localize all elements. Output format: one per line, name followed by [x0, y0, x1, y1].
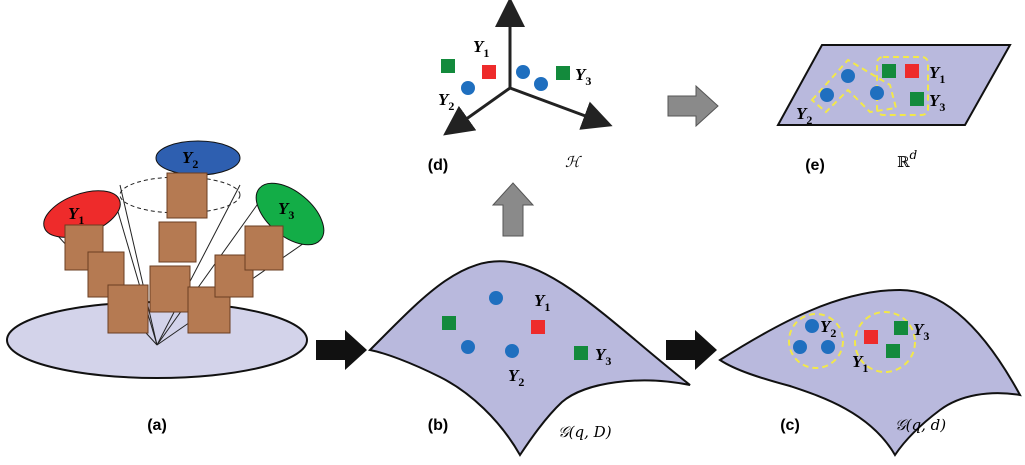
label-part: 3 — [288, 208, 294, 222]
caption: (e) — [805, 157, 825, 174]
point — [870, 86, 884, 100]
label-part: d — [909, 148, 917, 162]
point — [489, 291, 503, 305]
label-part: 1 — [78, 213, 84, 227]
label-part: 1 — [544, 300, 550, 314]
panel-b: Y1 Y2 Y3 𝒢(q, D) (b) — [367, 260, 691, 457]
point — [505, 344, 519, 358]
panel-e: Y1 Y2 Y3 ℝd (e) — [776, 44, 1012, 174]
label-part: Y — [796, 104, 808, 123]
label-part: Y — [68, 204, 80, 223]
label-part: Y — [820, 317, 832, 336]
label-part: Y — [438, 90, 450, 109]
manifold — [367, 260, 691, 457]
cluster-label: Y2 — [182, 148, 198, 171]
space-label: 𝒢(q, d) — [895, 416, 946, 434]
label-part: 3 — [939, 100, 945, 114]
panel-a: Y1 Y2 Y3 (a) — [6, 140, 325, 434]
label-part: Y — [575, 65, 587, 84]
cluster-label: Y2 — [820, 317, 836, 340]
label-part: Y — [929, 63, 941, 82]
cluster-label: Y2 — [438, 90, 454, 113]
base-plane — [6, 301, 308, 379]
point — [534, 77, 548, 91]
cluster-boundary — [788, 313, 844, 369]
point — [894, 321, 908, 335]
cluster-label: Y3 — [913, 320, 929, 343]
label-part: Y — [508, 366, 520, 385]
label-part: 1 — [939, 72, 945, 86]
label-part: 2 — [806, 113, 812, 127]
point — [531, 320, 545, 334]
cluster-boundary — [810, 58, 898, 114]
cluster-label: Y3 — [575, 65, 591, 88]
point — [461, 340, 475, 354]
face-images — [64, 172, 284, 334]
label-part: Y — [929, 91, 941, 110]
label-part: 1 — [483, 46, 489, 60]
space-label: ℋ — [565, 153, 582, 171]
cluster-label: Y2 — [796, 104, 812, 127]
panel-c: Y1 Y2 Y3 𝒢(q, d) (c) — [718, 288, 1022, 457]
space-label: 𝒢(q, D) — [558, 423, 612, 441]
manifold — [718, 288, 1022, 457]
point — [442, 316, 456, 330]
label-part: Y — [182, 148, 194, 167]
point — [820, 88, 834, 102]
cluster-label: Y1 — [852, 352, 868, 375]
point — [910, 92, 924, 106]
label-part: Y — [913, 320, 925, 339]
label-part: Y — [595, 345, 607, 364]
cluster-label: Y3 — [929, 91, 945, 114]
point — [821, 340, 835, 354]
label-part: ℝ — [897, 153, 910, 171]
label-part: 3 — [923, 329, 929, 343]
caption: (a) — [147, 417, 167, 434]
cluster-label: Y3 — [278, 199, 294, 222]
point — [441, 59, 455, 73]
plane — [776, 44, 1012, 126]
point — [886, 344, 900, 358]
caption: (b) — [428, 417, 448, 434]
arrows — [316, 84, 719, 370]
label-part: Y — [278, 199, 290, 218]
point — [516, 65, 530, 79]
caption: (d) — [428, 157, 448, 174]
cluster-label: Y1 — [929, 63, 945, 86]
point — [461, 81, 475, 95]
panel-d: Y1 Y2 Y3 ℋ (d) — [428, 0, 613, 174]
cluster-boundary — [854, 311, 916, 373]
point — [882, 64, 896, 78]
point — [556, 66, 570, 80]
cluster-label: Y1 — [473, 37, 489, 60]
point — [905, 64, 919, 78]
label-part: 2 — [192, 157, 198, 171]
cluster-label: Y1 — [534, 291, 550, 314]
point — [793, 340, 807, 354]
label-part: 3 — [605, 354, 611, 368]
caption: (c) — [780, 417, 800, 434]
cluster-label: Y3 — [595, 345, 611, 368]
label-part: Y — [534, 291, 546, 310]
label-part: Y — [852, 352, 864, 371]
point — [805, 319, 819, 333]
cluster-label: Y1 — [68, 204, 84, 227]
point — [864, 330, 878, 344]
label-part: 2 — [830, 326, 836, 340]
point — [574, 346, 588, 360]
point — [841, 69, 855, 83]
axes — [443, 0, 613, 136]
label-part: 2 — [448, 99, 454, 113]
point — [482, 65, 496, 79]
label-part: Y — [473, 37, 485, 56]
label-part: 1 — [862, 361, 868, 375]
label-part: 3 — [585, 74, 591, 88]
label-part: 2 — [518, 375, 524, 389]
space-label: ℝd — [897, 148, 917, 171]
cluster-label: Y2 — [508, 366, 524, 389]
